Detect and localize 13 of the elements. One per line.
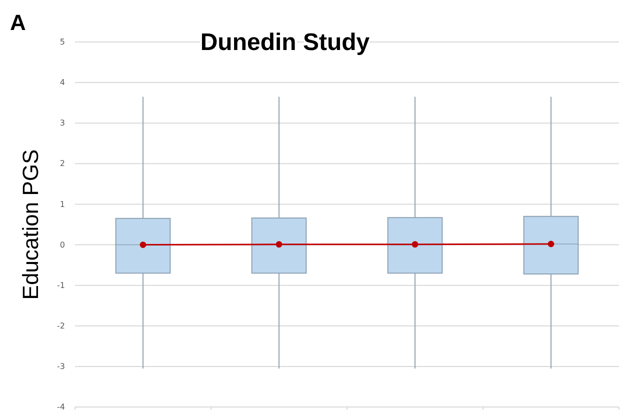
y-tick-label: 4 xyxy=(60,78,65,88)
y-tick-label: -1 xyxy=(57,280,65,290)
y-tick-label: -2 xyxy=(57,321,65,330)
text: A xyxy=(10,10,26,35)
y-tick-label: -4 xyxy=(57,402,65,410)
y-tick-label: 1 xyxy=(60,200,65,209)
y-axis-title: Education PGS xyxy=(18,149,43,300)
y-tick-label: 2 xyxy=(60,159,65,168)
y-tick-label: 0 xyxy=(60,240,65,250)
y-tick-label: 3 xyxy=(60,118,65,128)
y-tick-label: -3 xyxy=(57,362,65,372)
y-tick-label: 5 xyxy=(60,38,65,47)
chart-title: Dunedin Study xyxy=(200,29,370,56)
